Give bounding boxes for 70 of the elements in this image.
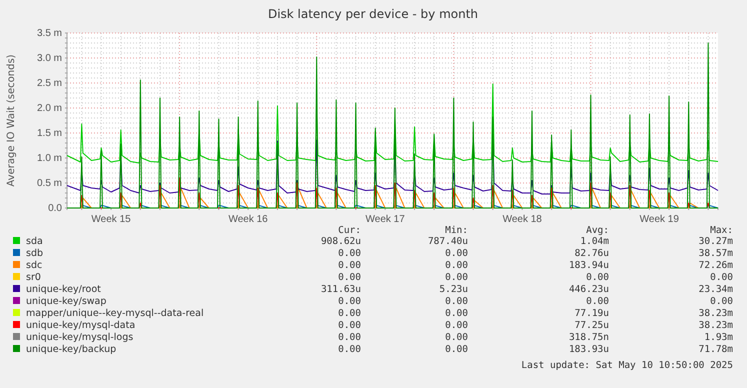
text: 82.76u xyxy=(574,248,609,259)
legend-label: unique-key/mysql-logs xyxy=(26,332,134,343)
text: Max: xyxy=(710,225,733,236)
y-tick-label: 3.5 m xyxy=(36,28,62,40)
text: 0.00 xyxy=(445,296,468,307)
text: 0.00 xyxy=(338,308,362,319)
text: 77.19u xyxy=(574,308,609,319)
text: 0.00 xyxy=(338,320,362,331)
y-tick-label: 3.0 m xyxy=(36,53,62,64)
text: 77.25u xyxy=(574,320,609,331)
legend-label: unique-key/backup xyxy=(26,344,116,355)
text: 183.94u xyxy=(568,260,609,271)
text: 5.23u xyxy=(439,284,468,295)
text: 0.00 xyxy=(445,260,468,271)
legend-label: sdc xyxy=(26,260,42,271)
text: 30.27m xyxy=(698,236,734,247)
text: 0.00 xyxy=(710,272,734,283)
text: 23.34m xyxy=(698,284,734,295)
x-tick-label: Week 15 xyxy=(91,214,132,225)
text: 908.62u xyxy=(320,236,361,247)
text: 38.23m xyxy=(698,320,734,331)
text: 183.93u xyxy=(568,344,609,355)
text: 0.00 xyxy=(445,308,468,319)
legend-label: sr0 xyxy=(26,272,41,283)
text: 71.78m xyxy=(698,344,734,355)
text: 318.75n xyxy=(568,332,609,343)
text: 1.04m xyxy=(580,236,610,247)
text: 787.40u xyxy=(428,236,468,247)
text: 0.00 xyxy=(338,260,362,271)
text: 0.00 xyxy=(445,320,468,331)
legend-label: unique-key/mysql-data xyxy=(26,320,136,331)
text: 0.00 xyxy=(338,332,362,343)
y-tick-label: 2.5 m xyxy=(36,78,62,90)
text: 446.23u xyxy=(568,284,609,295)
chart-title: Disk latency per device - by month xyxy=(268,7,478,21)
y-tick-label: 0.0 xyxy=(48,203,62,214)
text: 0.00 xyxy=(445,272,468,283)
text: 38.23m xyxy=(698,308,734,319)
text: 72.26m xyxy=(698,260,734,271)
text: 0.00 xyxy=(710,296,734,307)
legend-label: mapper/unique--key-mysql--data-real xyxy=(26,308,204,319)
text: 0.00 xyxy=(586,296,610,307)
text: 0.00 xyxy=(338,296,362,307)
text: 0.00 xyxy=(445,248,468,259)
legend-label: sdb xyxy=(26,248,44,259)
text: Avg: xyxy=(586,225,609,236)
x-tick-label: Week 18 xyxy=(502,214,542,225)
y-tick-label: 1.5 m xyxy=(36,128,62,140)
text: 38.57m xyxy=(698,248,734,259)
text: Min: xyxy=(445,225,468,236)
text: 0.00 xyxy=(445,344,468,355)
text: 0.00 xyxy=(445,332,468,343)
text: 0.00 xyxy=(338,272,362,283)
text: 0.00 xyxy=(338,248,362,259)
y-tick-label: 2.0 m xyxy=(36,103,62,114)
text: 1.93m xyxy=(704,332,734,343)
legend-label: unique-key/root xyxy=(26,284,102,295)
text: 311.63u xyxy=(320,284,361,295)
legend-label: sda xyxy=(26,236,43,247)
x-tick-label: Week 19 xyxy=(640,214,680,225)
y-tick-label: 1.0 m xyxy=(36,153,62,164)
x-tick-label: Week 17 xyxy=(366,214,406,225)
legend-label: unique-key/swap xyxy=(26,296,106,307)
x-tick-label: Week 16 xyxy=(228,214,268,225)
text: 0.00 xyxy=(338,344,362,355)
text: Last update: Sat May 10 10:50:00 2025 xyxy=(521,360,733,371)
text: 0.00 xyxy=(586,272,610,283)
y-tick-label: 0.5 m xyxy=(36,178,62,190)
y-axis-title: Average IO Wait (seconds) xyxy=(6,54,17,187)
text: Cur: xyxy=(338,225,361,236)
